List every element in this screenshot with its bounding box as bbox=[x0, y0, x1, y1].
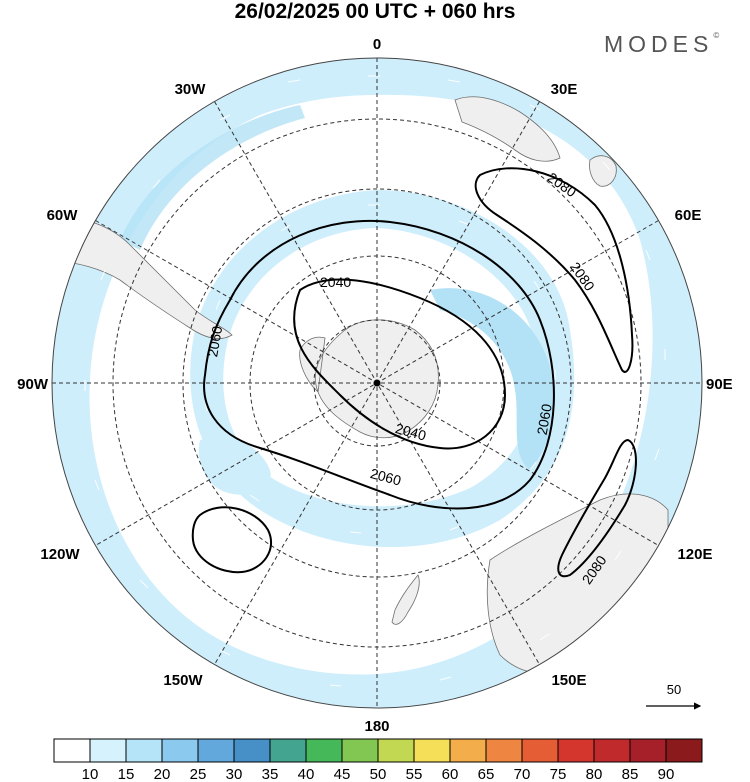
colorbar-swatch bbox=[161, 738, 199, 763]
brand-name: MODES bbox=[604, 31, 714, 57]
colorbar-label: 75 bbox=[550, 766, 567, 782]
colorbar-label: 25 bbox=[190, 766, 207, 782]
brand-logo: MODES© bbox=[604, 31, 719, 58]
wind-arrow bbox=[139, 579, 149, 589]
colorbar-label: 35 bbox=[262, 766, 279, 782]
wind-arrow bbox=[529, 461, 537, 471]
contour-label: 2040 bbox=[320, 274, 351, 290]
colorbar-swatch bbox=[53, 738, 91, 763]
lon-label-30w: 30W bbox=[175, 81, 207, 98]
colorbar-swatch bbox=[197, 738, 235, 763]
wind-arrow bbox=[219, 114, 231, 121]
lon-label-150e: 150E bbox=[551, 672, 586, 689]
wind-arrow bbox=[215, 299, 221, 311]
wind-arrow bbox=[529, 104, 541, 111]
wind-arrow bbox=[654, 448, 660, 461]
wind-arrow bbox=[539, 633, 550, 641]
colorbar-label: 45 bbox=[334, 766, 351, 782]
lon-label-90e: 90E bbox=[706, 376, 733, 393]
colorbar-label: 10 bbox=[82, 766, 99, 782]
colorbar-swatch bbox=[593, 738, 631, 763]
longitude-labels: 0 30E 60E 90E 120E 150E 180 150W 120W 90… bbox=[17, 36, 733, 735]
contour-label: 2040 bbox=[394, 420, 428, 444]
colorbar-swatch bbox=[629, 738, 667, 763]
contour-label: 2060 bbox=[534, 402, 555, 436]
vector-legend-label: 50 bbox=[667, 682, 681, 697]
vector-legend: 50 bbox=[646, 682, 702, 710]
wind-arrow bbox=[152, 179, 161, 189]
colorbar-swatch bbox=[449, 738, 487, 763]
colorbar-swatch bbox=[269, 738, 307, 763]
colorbar-swatch bbox=[413, 738, 451, 763]
lon-label-180: 180 bbox=[364, 718, 389, 735]
colorbar-label: 30 bbox=[226, 766, 243, 782]
wind-arrow bbox=[100, 269, 106, 281]
lon-label-30e: 30E bbox=[551, 81, 578, 98]
lon-label-60w: 60W bbox=[47, 207, 79, 224]
contour-2040 bbox=[293, 278, 507, 450]
colorbar-swatch bbox=[377, 738, 415, 763]
colorbar-label: 20 bbox=[154, 766, 171, 782]
height-contours bbox=[191, 167, 637, 578]
lon-label-90w: 90W bbox=[17, 376, 49, 393]
wind-arrow bbox=[439, 676, 452, 681]
wind-arrow bbox=[349, 531, 362, 534]
contour-2080-atlantic bbox=[474, 167, 634, 373]
colorbar-label: 50 bbox=[370, 766, 387, 782]
new-zealand bbox=[391, 574, 420, 625]
colorbar-label: 70 bbox=[514, 766, 531, 782]
colorbar-label: 65 bbox=[478, 766, 495, 782]
lon-label-120w: 120W bbox=[40, 546, 80, 563]
colorbar-label: 90 bbox=[658, 766, 675, 782]
wind-speed-patch-pacific bbox=[198, 436, 271, 495]
lon-label-120e: 120E bbox=[677, 546, 712, 563]
colorbar-label: 85 bbox=[622, 766, 639, 782]
colorbar-label: 60 bbox=[442, 766, 459, 782]
colorbar-swatch bbox=[125, 738, 163, 763]
colorbar-swatch bbox=[341, 738, 379, 763]
lon-label-0: 0 bbox=[373, 36, 381, 53]
colorbar-swatch bbox=[665, 738, 703, 763]
colorbar-swatch bbox=[89, 738, 127, 763]
wind-arrow bbox=[645, 249, 651, 261]
contour-2080-indian bbox=[557, 438, 637, 578]
map-border bbox=[51, 57, 703, 709]
wind-arrow bbox=[280, 224, 291, 232]
map-title: 26/02/2025 00 UTC + 060 hrs bbox=[234, 0, 516, 23]
wind-arrow bbox=[447, 79, 461, 83]
copyright-mark: © bbox=[713, 31, 720, 40]
wind-arrow bbox=[449, 525, 461, 531]
wind-arrow bbox=[94, 479, 100, 491]
contour-label: 2060 bbox=[369, 465, 403, 489]
wind-arrow bbox=[533, 280, 541, 291]
colorbar-swatch bbox=[557, 738, 595, 763]
colorbar-label: 40 bbox=[298, 766, 315, 782]
contour-2060 bbox=[203, 219, 555, 510]
colorbar-swatch bbox=[485, 738, 523, 763]
africa bbox=[454, 96, 561, 162]
wind-arrow bbox=[329, 684, 342, 687]
madagascar bbox=[589, 155, 617, 187]
wind-speed-band-jet-strong bbox=[430, 288, 555, 470]
lon-label-60e: 60E bbox=[675, 207, 702, 224]
colorbar-swatch bbox=[233, 738, 271, 763]
colorbar: 10 15 20 25 30 35 40 45 50 55 60 65 70 75 80 85 90 bbox=[53, 738, 703, 782]
wind-arrow bbox=[249, 494, 260, 502]
colorbar-swatch bbox=[521, 738, 559, 763]
lon-label-150w: 150W bbox=[163, 672, 203, 689]
wind-speed-band-outer-inner bbox=[120, 105, 305, 250]
south-america bbox=[59, 218, 233, 339]
south-pole-dot bbox=[373, 379, 381, 387]
contour-2080-pacific bbox=[191, 506, 273, 574]
colorbar-label: 80 bbox=[586, 766, 603, 782]
contour-label: 2060 bbox=[204, 324, 225, 358]
colorbar-swatch bbox=[305, 738, 343, 763]
colorbar-label: 55 bbox=[406, 766, 423, 782]
wind-arrow bbox=[219, 649, 231, 656]
wind-arrow bbox=[287, 79, 301, 83]
wind-arrow bbox=[614, 550, 622, 561]
wind-arrow bbox=[602, 161, 611, 171]
colorbar-label: 15 bbox=[118, 766, 135, 782]
